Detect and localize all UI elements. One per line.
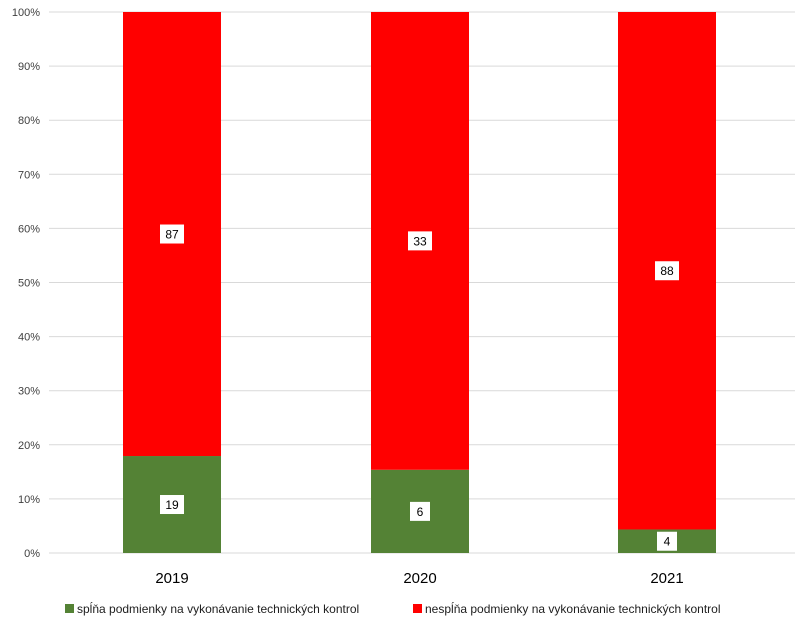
- data-label-box: [160, 495, 184, 515]
- data-label-box: [655, 261, 679, 281]
- data-label-box: [160, 224, 184, 244]
- category-label: 2019: [155, 570, 188, 587]
- y-tick-label: 50%: [18, 278, 40, 290]
- legend-swatch: [413, 604, 422, 613]
- y-tick-label: 80%: [18, 115, 40, 127]
- data-label-box: [410, 501, 430, 521]
- legend-swatch: [65, 604, 74, 613]
- x-axis-category-labels: 2019 2020 2021: [155, 570, 683, 587]
- y-tick-label: 10%: [18, 494, 40, 506]
- category-label: 2021: [650, 570, 683, 587]
- data-label-box: [408, 231, 432, 251]
- y-axis-tick-labels: 0% 10% 20% 30% 40% 50% 60% 70% 80% 90% 100%: [12, 7, 40, 560]
- legend-label: nespĺňa podmienky na vykonávanie technic…: [425, 601, 721, 616]
- category-label: 2020: [403, 570, 436, 587]
- data-label: 87: [165, 228, 179, 242]
- y-tick-label: 30%: [18, 386, 40, 398]
- data-label: 4: [664, 535, 671, 549]
- data-label: 88: [660, 264, 674, 278]
- data-label: 19: [165, 498, 179, 512]
- y-tick-label: 40%: [18, 332, 40, 344]
- data-labels: 19 87 6 33 4 88: [160, 224, 679, 551]
- legend: spĺňa podmienky na vykonávanie technický…: [65, 601, 721, 616]
- legend-label: spĺňa podmienky na vykonávanie technický…: [77, 601, 359, 616]
- bars: [123, 12, 716, 553]
- data-label-box: [657, 531, 677, 551]
- y-tick-label: 90%: [18, 61, 40, 73]
- y-tick-label: 100%: [12, 7, 40, 19]
- data-label: 33: [413, 234, 427, 248]
- y-tick-label: 70%: [18, 169, 40, 181]
- y-tick-label: 0%: [24, 548, 40, 560]
- data-label: 6: [417, 505, 424, 519]
- y-tick-label: 20%: [18, 440, 40, 452]
- y-tick-label: 60%: [18, 223, 40, 235]
